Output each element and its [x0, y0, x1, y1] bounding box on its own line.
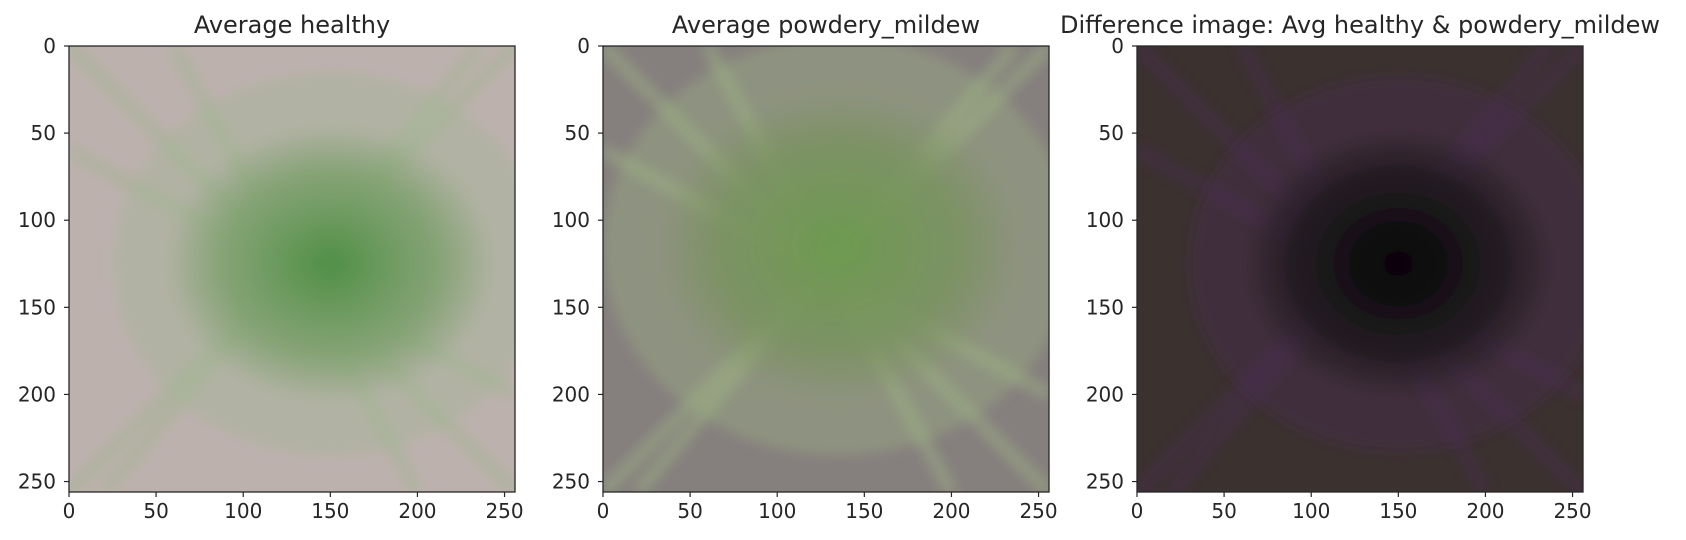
- chart-panel-1: Average healthy 0 50 100 150 200 250 0 50 100 150 2…: [18, 11, 524, 523]
- y-tick-label: 0: [577, 34, 590, 58]
- x-tick-label: 50: [1211, 499, 1236, 523]
- x-tick-label: 50: [677, 499, 702, 523]
- x-tick-label: 150: [845, 499, 883, 523]
- y-tick-label: 50: [1099, 121, 1124, 145]
- y-tick-label: 150: [1086, 295, 1124, 319]
- y-tick-label: 200: [1086, 382, 1124, 406]
- y-tick-label: 0: [43, 34, 56, 58]
- y-tick-label: 100: [552, 208, 590, 232]
- x-tick-label: 100: [1292, 499, 1330, 523]
- y-tick-label: 250: [1086, 470, 1124, 494]
- chart-title: Difference image: Avg healthy & powdery_…: [1060, 11, 1660, 39]
- x-tick-label: 150: [311, 499, 349, 523]
- y-tick-label: 50: [565, 121, 590, 145]
- leaf-haze: [1189, 75, 1583, 452]
- axes-frame: [602, 45, 1050, 493]
- chart-title: Average healthy: [194, 11, 390, 39]
- x-tick-label: 200: [932, 499, 970, 523]
- x-tick-label: 0: [1131, 499, 1144, 523]
- y-tick-label: 100: [18, 208, 56, 232]
- y-tick-label: 150: [552, 295, 590, 319]
- x-tick-label: 100: [224, 499, 262, 523]
- y-tick-label: 200: [18, 382, 56, 406]
- leaf-core: [164, 124, 496, 404]
- chart-title: Average powdery_mildew: [672, 11, 980, 39]
- x-tick-label: 200: [1466, 499, 1504, 523]
- leaf-core: [1241, 127, 1556, 400]
- leaf-haze: [603, 46, 1049, 456]
- axes-frame: [1136, 45, 1584, 493]
- y-tick-label: 250: [18, 470, 56, 494]
- leaf-core: [655, 89, 1022, 404]
- x-tick-label: 150: [1379, 499, 1417, 523]
- axes-frame: [68, 45, 516, 493]
- x-tick-label: 0: [63, 499, 76, 523]
- x-tick-label: 250: [1019, 499, 1057, 523]
- chart-panel-3: Difference image: Avg healthy & powdery_…: [1060, 11, 1660, 523]
- x-tick-label: 250: [485, 499, 523, 523]
- heatmap-image: [1137, 46, 1583, 492]
- y-tick-label: 200: [552, 382, 590, 406]
- y-tick-label: 150: [18, 295, 56, 319]
- y-tick-label: 100: [1086, 208, 1124, 232]
- leaf-haze: [112, 72, 515, 456]
- x-tick-label: 100: [758, 499, 796, 523]
- x-tick-label: 250: [1553, 499, 1591, 523]
- x-tick-label: 50: [143, 499, 168, 523]
- y-tick-label: 50: [31, 121, 56, 145]
- x-tick-label: 200: [398, 499, 436, 523]
- chart-panel-2: Average powdery_mildew 0 50 100 150 200 250 0 50…: [552, 11, 1058, 523]
- x-tick-label: 0: [597, 499, 610, 523]
- y-tick-label: 250: [552, 470, 590, 494]
- heatmap-image: [69, 46, 515, 492]
- heatmap-image: [603, 46, 1049, 492]
- y-tick-label: 0: [1111, 34, 1124, 58]
